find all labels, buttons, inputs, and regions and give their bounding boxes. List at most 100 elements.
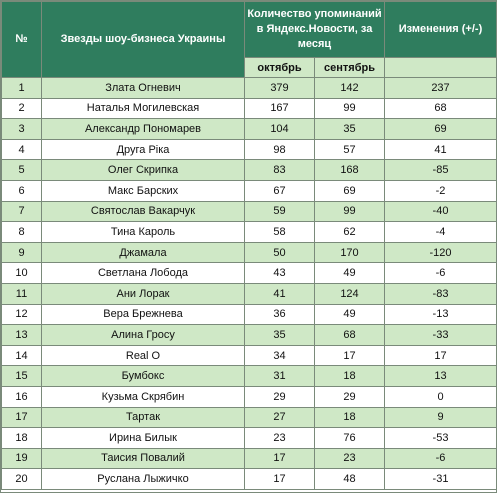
row-change-cell: 68: [384, 97, 497, 120]
row-change-cell: 69: [384, 118, 497, 140]
header-mentions-count: Количество упоминаний в Яндекс.Новости, …: [244, 1, 385, 58]
header-celebrity-name: Звезды шоу-бизнеса Украины: [41, 1, 245, 78]
table-row: 13 Алина Гросу 35 68 -33: [1, 324, 497, 346]
row-change-cell: -83: [384, 282, 497, 305]
row-change-cell: -31: [384, 468, 497, 490]
table-row: 12 Вера Брежнева 36 49 -13: [1, 303, 497, 326]
table-row: 10 Светлана Лобода 43 49 -6: [1, 262, 497, 284]
table-row: 16 Кузьма Скрябин 29 29 0: [1, 385, 497, 408]
row-name-cell: Алина Гросу: [41, 324, 245, 346]
row-change-cell: -6: [384, 262, 497, 284]
table-row: 2 Наталья Могилевская 167 99 68: [1, 97, 497, 120]
row-number-cell: 16: [1, 385, 42, 408]
row-change-cell: 13: [384, 365, 497, 387]
row-number-cell: 8: [1, 221, 42, 243]
row-october-cell: 379: [244, 77, 315, 99]
row-number-cell: 7: [1, 200, 42, 223]
row-october-cell: 27: [244, 406, 315, 429]
table-row: 4 Друга Ріка 98 57 41: [1, 138, 497, 161]
row-name-cell: Кузьма Скрябин: [41, 385, 245, 408]
row-october-cell: 98: [244, 138, 315, 161]
row-october-cell: 58: [244, 221, 315, 243]
table-row: 11 Ани Лорак 41 124 -83: [1, 282, 497, 305]
table-row: 7 Святослав Вакарчук 59 99 -40: [1, 200, 497, 223]
row-name-cell: Ани Лорак: [41, 282, 245, 305]
row-number-cell: 15: [1, 365, 42, 387]
row-september-cell: 49: [314, 262, 385, 284]
row-name-cell: Наталья Могилевская: [41, 97, 245, 120]
row-change-cell: -13: [384, 303, 497, 326]
row-september-cell: 48: [314, 468, 385, 490]
row-october-cell: 17: [244, 447, 315, 470]
row-october-cell: 35: [244, 324, 315, 346]
row-number-cell: 13: [1, 324, 42, 346]
row-name-cell: Друга Ріка: [41, 138, 245, 161]
row-september-cell: 99: [314, 97, 385, 120]
row-september-cell: 35: [314, 118, 385, 140]
row-september-cell: 17: [314, 344, 385, 367]
row-september-cell: 18: [314, 365, 385, 387]
row-change-cell: -120: [384, 241, 497, 264]
row-number-cell: 6: [1, 179, 42, 202]
row-change-cell: -33: [384, 324, 497, 346]
row-name-cell: Real O: [41, 344, 245, 367]
row-september-cell: 142: [314, 77, 385, 99]
row-name-cell: Таисия Повалий: [41, 447, 245, 470]
row-number-cell: 18: [1, 427, 42, 449]
row-september-cell: 68: [314, 324, 385, 346]
row-change-cell: -4: [384, 221, 497, 243]
row-name-cell: Тина Кароль: [41, 221, 245, 243]
row-october-cell: 43: [244, 262, 315, 284]
row-october-cell: 104: [244, 118, 315, 140]
row-change-cell: 41: [384, 138, 497, 161]
row-september-cell: 124: [314, 282, 385, 305]
table-row: 6 Макс Барских 67 69 -2: [1, 179, 497, 202]
row-change-cell: 237: [384, 77, 497, 99]
row-october-cell: 36: [244, 303, 315, 326]
row-october-cell: 41: [244, 282, 315, 305]
table-row: 5 Олег Скрипка 83 168 -85: [1, 159, 497, 181]
row-september-cell: 99: [314, 200, 385, 223]
row-number-cell: 9: [1, 241, 42, 264]
row-number-cell: 4: [1, 138, 42, 161]
table-row: 20 Руслана Лыжичко 17 48 -31: [1, 468, 497, 490]
row-september-cell: 69: [314, 179, 385, 202]
table-row: 3 Александр Пономарев 104 35 69: [1, 118, 497, 140]
row-september-cell: 76: [314, 427, 385, 449]
row-change-cell: 0: [384, 385, 497, 408]
row-name-cell: Джамала: [41, 241, 245, 264]
header-change-blank: [384, 57, 497, 78]
row-name-cell: Руслана Лыжичко: [41, 468, 245, 490]
row-change-cell: 9: [384, 406, 497, 429]
table-row: 18 Ирина Билык 23 76 -53: [1, 427, 497, 449]
row-name-cell: Бумбокс: [41, 365, 245, 387]
row-name-cell: Макс Барских: [41, 179, 245, 202]
row-name-cell: Александр Пономарев: [41, 118, 245, 140]
row-name-cell: Тартак: [41, 406, 245, 429]
row-october-cell: 50: [244, 241, 315, 264]
table-row: 15 Бумбокс 31 18 13: [1, 365, 497, 387]
row-change-cell: -85: [384, 159, 497, 181]
row-name-cell: Злата Огневич: [41, 77, 245, 99]
row-september-cell: 18: [314, 406, 385, 429]
row-name-cell: Святослав Вакарчук: [41, 200, 245, 223]
row-number-cell: 14: [1, 344, 42, 367]
row-number-cell: 1: [1, 77, 42, 99]
row-number-cell: 12: [1, 303, 42, 326]
row-september-cell: 49: [314, 303, 385, 326]
table-row: 17 Тартак 27 18 9: [1, 406, 497, 429]
row-name-cell: Ирина Билык: [41, 427, 245, 449]
row-number-cell: 2: [1, 97, 42, 120]
row-october-cell: 83: [244, 159, 315, 181]
row-october-cell: 29: [244, 385, 315, 408]
row-october-cell: 31: [244, 365, 315, 387]
table-row: 9 Джамала 50 170 -120: [1, 241, 497, 264]
table-row: 19 Таисия Повалий 17 23 -6: [1, 447, 497, 470]
row-september-cell: 62: [314, 221, 385, 243]
header-october: октябрь: [244, 57, 315, 78]
row-number-cell: 19: [1, 447, 42, 470]
row-number-cell: 11: [1, 282, 42, 305]
row-october-cell: 23: [244, 427, 315, 449]
